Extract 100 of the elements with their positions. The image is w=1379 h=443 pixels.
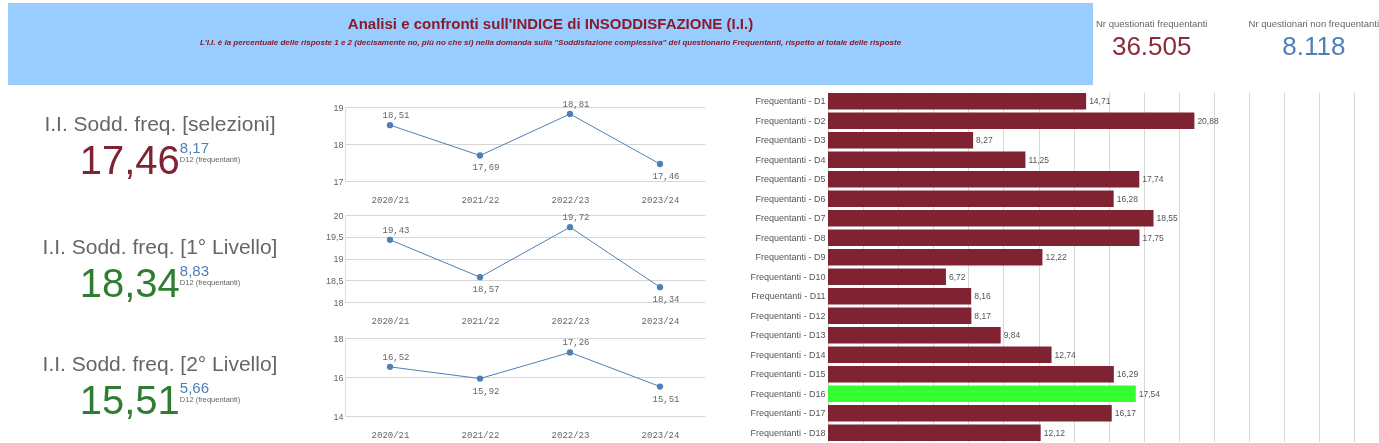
y-tick-label: 18	[333, 139, 344, 150]
data-label: 17,74	[1142, 174, 1164, 185]
data-label: 8,16	[974, 291, 992, 302]
y-tick-label: 19,5	[325, 232, 344, 243]
data-label: 17,54	[1138, 388, 1161, 399]
data-label: 16,52	[382, 352, 410, 363]
y-tick-label: 20	[333, 210, 344, 221]
point	[656, 284, 664, 291]
data-label: 17,46	[652, 171, 680, 182]
data-label: 9,84	[1003, 330, 1021, 341]
y-tick-label: Frequentanti - D10	[750, 271, 826, 282]
y-tick-label: Frequentanti - D13	[750, 330, 826, 341]
data-label: 18,55	[1156, 213, 1179, 224]
data-label: 18,51	[382, 111, 410, 122]
x-tick-label: 2023/24	[641, 316, 680, 327]
x-tick-label: 2020/21	[371, 195, 410, 206]
point	[566, 349, 574, 356]
bar	[828, 307, 972, 325]
y-tick-label: Frequentanti - D14	[750, 349, 826, 360]
point	[566, 224, 574, 231]
y-tick-label: Frequentanti - D15	[750, 369, 826, 380]
y-tick-label: 19	[333, 254, 344, 264]
y-tick-label: 16	[333, 372, 344, 383]
x-tick-label: 2022/23	[551, 430, 590, 441]
data-label: 15,92	[472, 386, 500, 397]
bar	[828, 385, 1136, 403]
data-label: 12,22	[1045, 252, 1067, 263]
text: I.I. Sodd. freq. [selezioni]	[43, 112, 277, 136]
data-label: 20,88	[1197, 115, 1219, 126]
x-tick-label: 2021/22	[461, 316, 500, 327]
x-tick-label: 2023/24	[641, 430, 680, 441]
bar	[828, 248, 1043, 266]
text: 8,17	[179, 139, 211, 156]
point	[476, 375, 484, 382]
x-tick-label: 2020/21	[371, 430, 410, 441]
y-tick-label: 17	[333, 176, 344, 187]
bar	[828, 151, 1026, 169]
text: I.I. Sodd. freq. [1° Livello]	[41, 235, 279, 259]
text: 5,66	[179, 379, 211, 396]
text: Nr questionari non frequentanti	[1248, 18, 1379, 29]
data-label: 12,74	[1054, 349, 1077, 360]
text: 36.505	[1110, 31, 1193, 62]
data-label: 8,17	[974, 310, 992, 321]
y-tick-label: Frequentanti - D6	[755, 193, 826, 204]
point	[476, 152, 484, 159]
x-tick-label: 2021/22	[461, 430, 500, 441]
data-label: 17,75	[1142, 232, 1165, 243]
data-label: 15,51	[652, 394, 680, 405]
x-tick-label: 2022/23	[551, 316, 590, 327]
bar	[828, 346, 1052, 364]
bar	[828, 229, 1140, 247]
point	[476, 274, 484, 281]
bar	[828, 424, 1041, 442]
data-label: 19,72	[562, 213, 590, 224]
data-label: 14,71	[1089, 96, 1111, 107]
x-tick-label: 2021/22	[461, 195, 500, 206]
bar	[828, 287, 972, 305]
y-tick-label: Frequentanti - D17	[750, 408, 826, 419]
point	[566, 110, 574, 118]
x-tick-label: 2022/23	[551, 195, 590, 206]
y-tick-label: Frequentanti - D3	[755, 135, 826, 146]
text: 8,83	[179, 262, 211, 279]
y-tick-label: Frequentanti - D4	[755, 154, 826, 165]
text: Analisi e confronti sull'INDICE di INSODDISFAZIONE (I.I.)	[346, 15, 755, 32]
data-label: 11,25	[1028, 154, 1050, 165]
point	[386, 363, 394, 371]
data-label: 17,26	[562, 338, 590, 349]
bar	[828, 170, 1140, 188]
x-tick-label: 2023/24	[641, 195, 680, 206]
point	[656, 383, 664, 390]
text: 18,34	[79, 261, 180, 305]
data-label: 19,43	[382, 225, 410, 236]
point	[656, 160, 664, 168]
bar	[828, 268, 946, 286]
y-tick-label: 18	[333, 333, 344, 344]
text: 8.118	[1281, 31, 1347, 62]
point	[386, 121, 394, 129]
data-label: 12,12	[1043, 427, 1066, 438]
data-label: 17,69	[472, 163, 500, 174]
y-tick-label: 14	[333, 411, 344, 422]
text: Nr questionati frequentanti	[1096, 18, 1208, 29]
bar	[828, 131, 974, 149]
bar	[828, 112, 1195, 130]
text: 15,51	[79, 378, 180, 422]
data-label: 18,34	[652, 295, 680, 306]
text: 17,46	[79, 138, 180, 182]
bar	[828, 190, 1114, 208]
y-tick-label: Frequentanti - D16	[750, 388, 826, 399]
text: I.I. Sodd. freq. [2° Livello]	[41, 352, 279, 376]
data-label: 16,17	[1114, 408, 1137, 419]
bar	[828, 326, 1001, 344]
bar	[828, 209, 1154, 227]
y-tick-label: 18,5	[325, 275, 344, 286]
point	[386, 236, 394, 243]
y-tick-label: Frequentanti - D5	[755, 174, 826, 185]
y-tick-label: Frequentanti - D9	[755, 252, 826, 263]
y-tick-label: Frequentanti - D12	[750, 310, 826, 321]
data-label: 18,81	[562, 100, 590, 111]
y-tick-label: Frequentanti - D1	[755, 96, 826, 107]
y-tick-label: Frequentanti - D2	[755, 115, 826, 126]
